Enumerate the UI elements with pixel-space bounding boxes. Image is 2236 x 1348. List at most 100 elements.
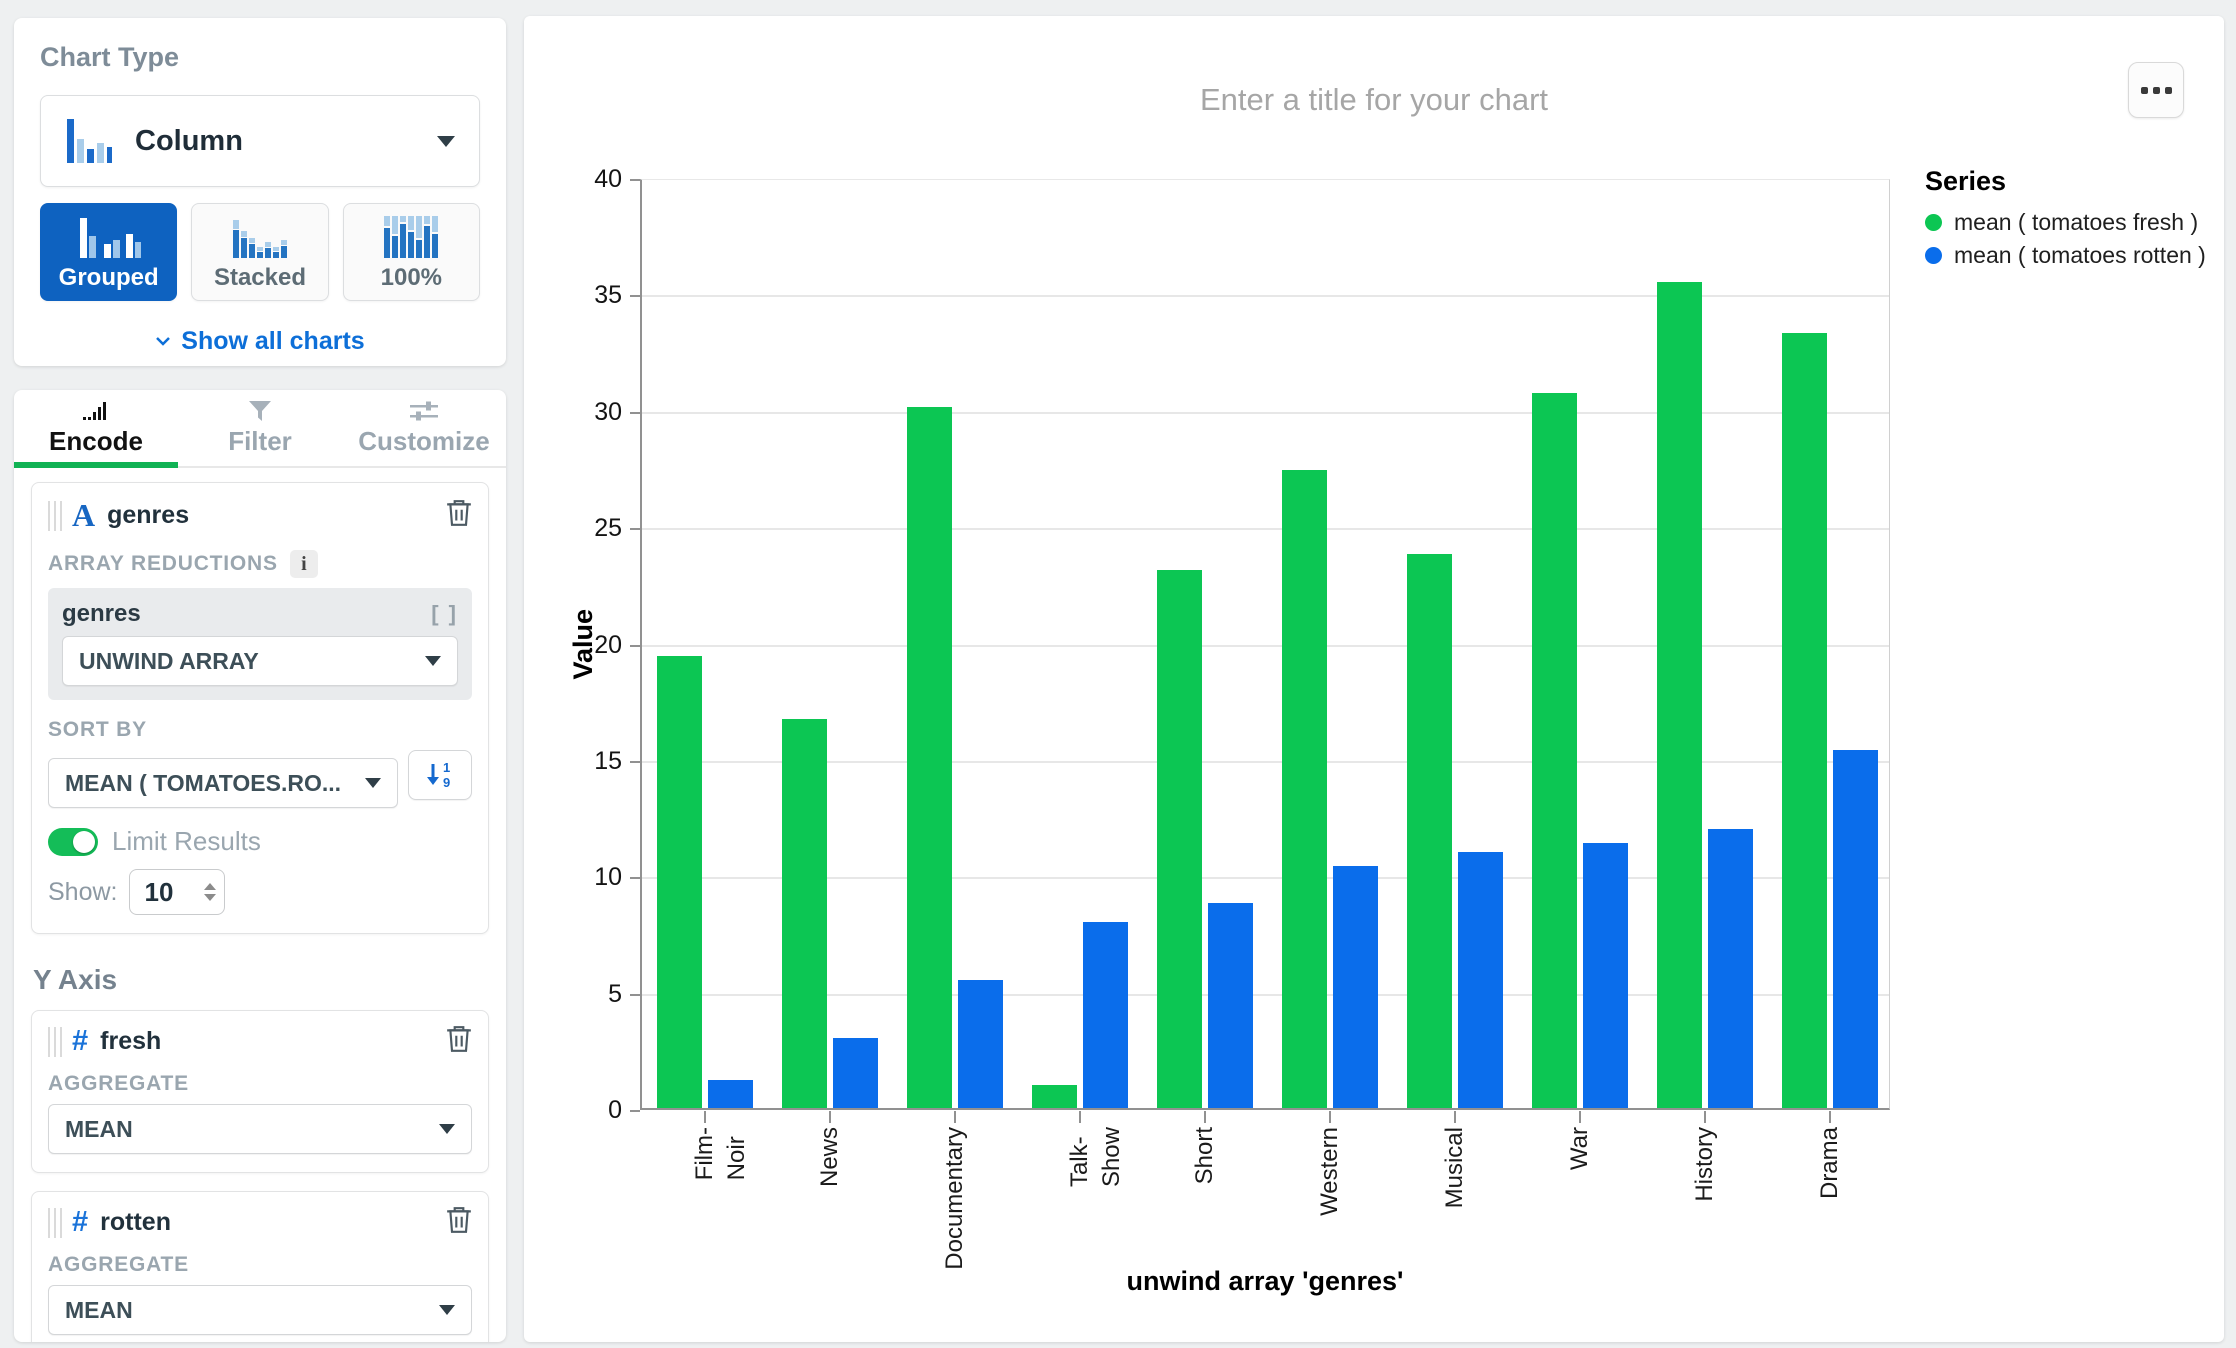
bar-film-noir-fresh[interactable] [656,656,702,1108]
x-category-label: Documentary [940,1127,968,1270]
x-category-label: News [815,1127,843,1188]
gridline [642,993,1889,996]
trash-icon [447,1207,471,1233]
x-tick [1203,1111,1206,1123]
bar-short-rotten[interactable] [1207,903,1253,1108]
variant-grouped-button[interactable]: Grouped [40,203,178,301]
delete-field-button[interactable] [446,1206,472,1239]
y-tick [630,644,640,647]
bar-drama-fresh[interactable] [1781,332,1827,1108]
bar-musical-rotten[interactable] [1457,851,1503,1108]
sort-by-select[interactable]: MEAN ( TOMATOES.RO... [48,758,398,808]
y-tick-label: 15 [594,746,622,775]
grouped-columns-icon [79,218,141,258]
y-tick [630,295,640,298]
chart-type-heading: Chart Type [40,42,180,72]
legend-item-rotten[interactable]: mean ( tomatoes rotten ) [1925,242,2206,269]
chevron-down-icon [437,135,455,147]
chart-menu-button[interactable] [2128,62,2184,118]
variant-grouped-label: Grouped [58,264,159,291]
delete-field-button[interactable] [446,499,472,532]
x-tick [1328,1111,1331,1123]
show-all-charts-link[interactable]: Show all charts [40,327,480,356]
toggle-knob [73,830,95,853]
bar-documentary-rotten[interactable] [957,980,1003,1108]
variant-stacked-button[interactable]: Stacked [191,203,329,301]
drag-handle[interactable] [48,1026,62,1057]
x-category-label: Short [1190,1127,1218,1185]
legend-item-fresh[interactable]: mean ( tomatoes fresh ) [1925,209,2206,236]
variant-stacked-label: Stacked [213,264,307,291]
tab-filter[interactable]: Filter [178,390,342,466]
bar-musical-fresh[interactable] [1406,554,1452,1108]
variant-100pct-button[interactable]: 100% [342,203,480,301]
plot-area: 0 5 10 15 20 25 30 35 40 Film-Noir News Documentary… [594,165,1890,1270]
bar-talk-show-rotten[interactable] [1082,921,1128,1108]
chart-title-input[interactable]: Enter a title for your chart [1199,82,1549,117]
show-count-input[interactable]: 10 [129,869,226,915]
encode-panel: Encode Filter Customize A genres [14,390,506,1342]
number-stepper[interactable] [204,883,217,901]
y-tick-label: 20 [594,630,622,659]
legend-heading: Series [1925,166,2007,196]
bar-western-fresh[interactable] [1281,470,1327,1108]
bar-history-rotten[interactable] [1707,828,1753,1108]
limit-results-toggle[interactable] [48,827,98,856]
bar-film-noir-rotten[interactable] [707,1080,753,1108]
legend-label: mean ( tomatoes fresh ) [1954,209,2199,235]
x-category-label: Musical [1440,1127,1468,1209]
drag-handle[interactable] [48,500,62,531]
chart-type-selected: Column [135,124,243,157]
bar-news-fresh[interactable] [781,719,827,1108]
tab-encode-label: Encode [49,425,143,456]
aggregate-select-fresh[interactable]: MEAN [48,1104,472,1154]
bar-war-rotten[interactable] [1582,842,1628,1108]
unwind-array-select[interactable]: UNWIND ARRAY [62,636,458,686]
legend-dot-blue [1925,247,1942,264]
aggregate-label: AGGREGATE [48,1072,189,1095]
bar-history-fresh[interactable] [1656,281,1702,1108]
x-tick [828,1111,831,1123]
field-name: genres [107,501,190,529]
tab-encode[interactable]: Encode [14,390,178,466]
gridline [642,411,1889,414]
bar-news-rotten[interactable] [832,1038,878,1108]
tab-customize-label: Customize [358,425,490,456]
y-tick [630,993,640,996]
sort-by-value: MEAN ( TOMATOES.RO... [65,769,342,796]
bar-drama-rotten[interactable] [1832,749,1878,1108]
info-icon[interactable]: i [289,550,318,578]
chart-type-select[interactable]: Column [40,95,480,187]
svg-text:9: 9 [443,775,450,790]
x-tick [1078,1111,1081,1123]
delete-field-button[interactable] [446,1025,472,1058]
trash-icon [447,1026,471,1052]
panel-tabs: Encode Filter Customize [14,390,506,468]
show-all-charts-label: Show all charts [181,327,365,355]
y-tick-label: 10 [594,863,622,892]
drag-handle[interactable] [48,1207,62,1238]
bar-war-fresh[interactable] [1531,393,1577,1108]
show-count-value: 10 [144,876,174,907]
x-category-label: Drama [1815,1127,1843,1200]
aggregate-select-rotten[interactable]: MEAN [48,1285,472,1335]
stepper-up-icon [204,883,217,890]
bar-documentary-fresh[interactable] [906,407,952,1108]
x-tick [1828,1111,1831,1123]
chart-canvas: Enter a title for your chart Value 0 5 10 1… [524,16,2224,1342]
y-tick [630,528,640,531]
y-tick [630,760,640,763]
y-tick-label: 30 [594,397,622,426]
chevron-down-icon [365,778,381,788]
encode-bars-icon [83,401,106,420]
bar-western-rotten[interactable] [1332,865,1378,1108]
bar-talk-show-fresh[interactable] [1031,1084,1077,1108]
sort-direction-button[interactable]: 1 9 [408,750,472,800]
sort-numeric-icon: 1 9 [427,760,450,790]
bar-short-fresh[interactable] [1156,570,1202,1108]
number-type-icon: # [72,1206,89,1238]
array-reductions-label: ARRAY REDUCTIONS [48,552,278,575]
ellipsis-icon [2140,86,2148,94]
unwind-array-value: UNWIND ARRAY [79,647,259,674]
tab-customize[interactable]: Customize [342,390,506,466]
